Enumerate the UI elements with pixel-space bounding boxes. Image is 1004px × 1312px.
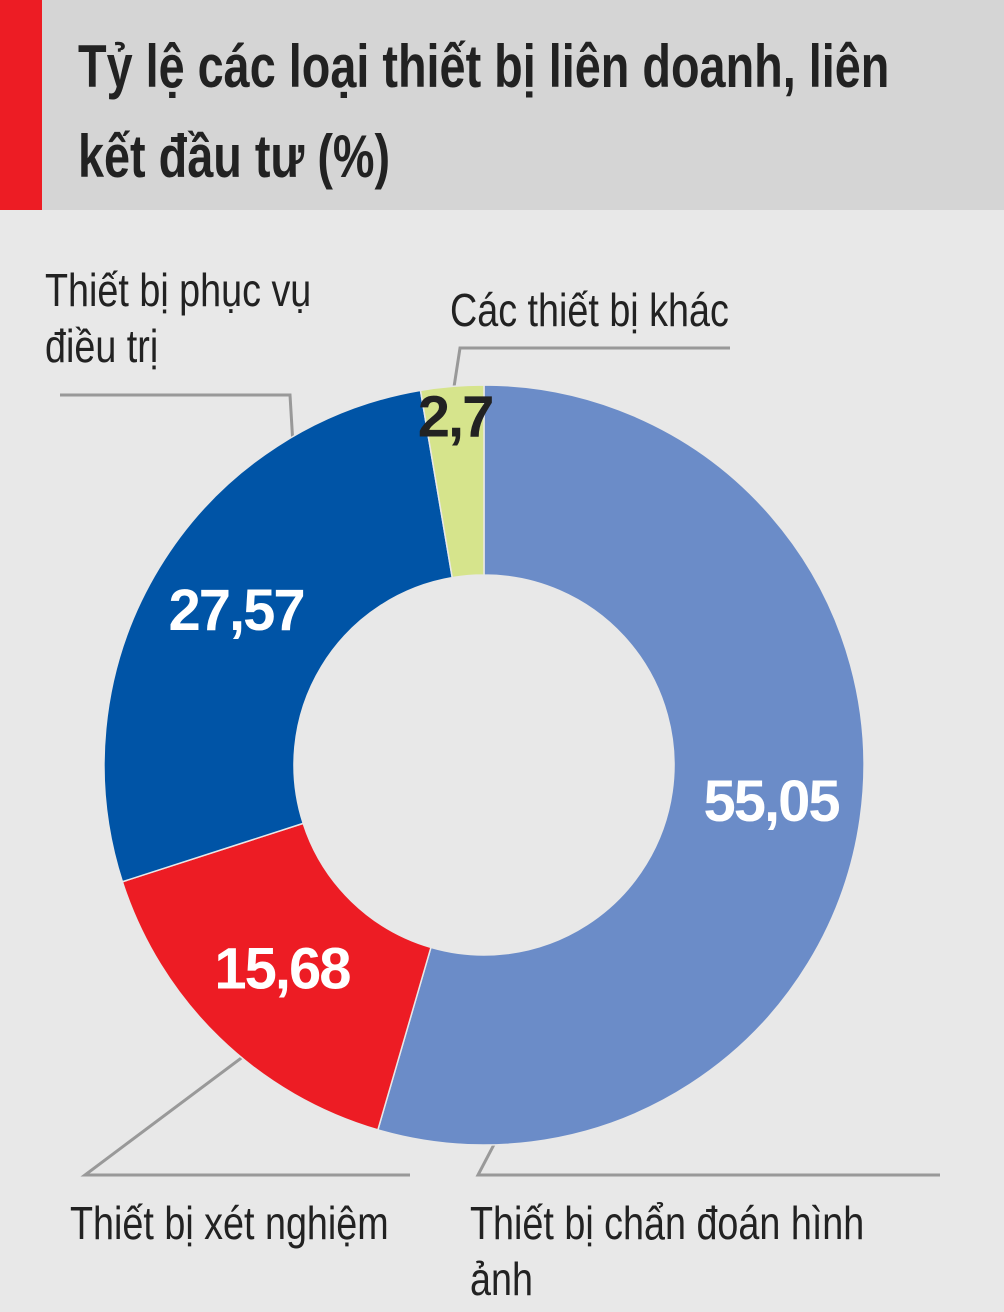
leader-line (80, 1033, 410, 1177)
donut-slice (376, 384, 865, 1146)
leader-line (450, 346, 730, 401)
donut-slice (121, 822, 432, 1131)
category-label: Thiết bị chẩn đoán hình ảnh (470, 1197, 865, 1305)
value-label: 27,57 (168, 578, 303, 643)
value-label: 2,7 (418, 385, 493, 450)
header-band (0, 0, 1004, 210)
chart-title: Tỷ lệ các loại thiết bị liên doanh, liên… (78, 33, 890, 190)
value-label: 15,68 (214, 936, 350, 1001)
value-label: 55,05 (704, 769, 840, 834)
donut-slice (419, 384, 485, 579)
donut-slice (103, 389, 454, 883)
category-label: Các thiết bị khác (450, 284, 729, 336)
category-label: Thiết bị xét nghiệm (70, 1197, 389, 1249)
category-label: Thiết bị phục vụ điều trị (45, 264, 312, 372)
accent-bar (0, 0, 42, 210)
